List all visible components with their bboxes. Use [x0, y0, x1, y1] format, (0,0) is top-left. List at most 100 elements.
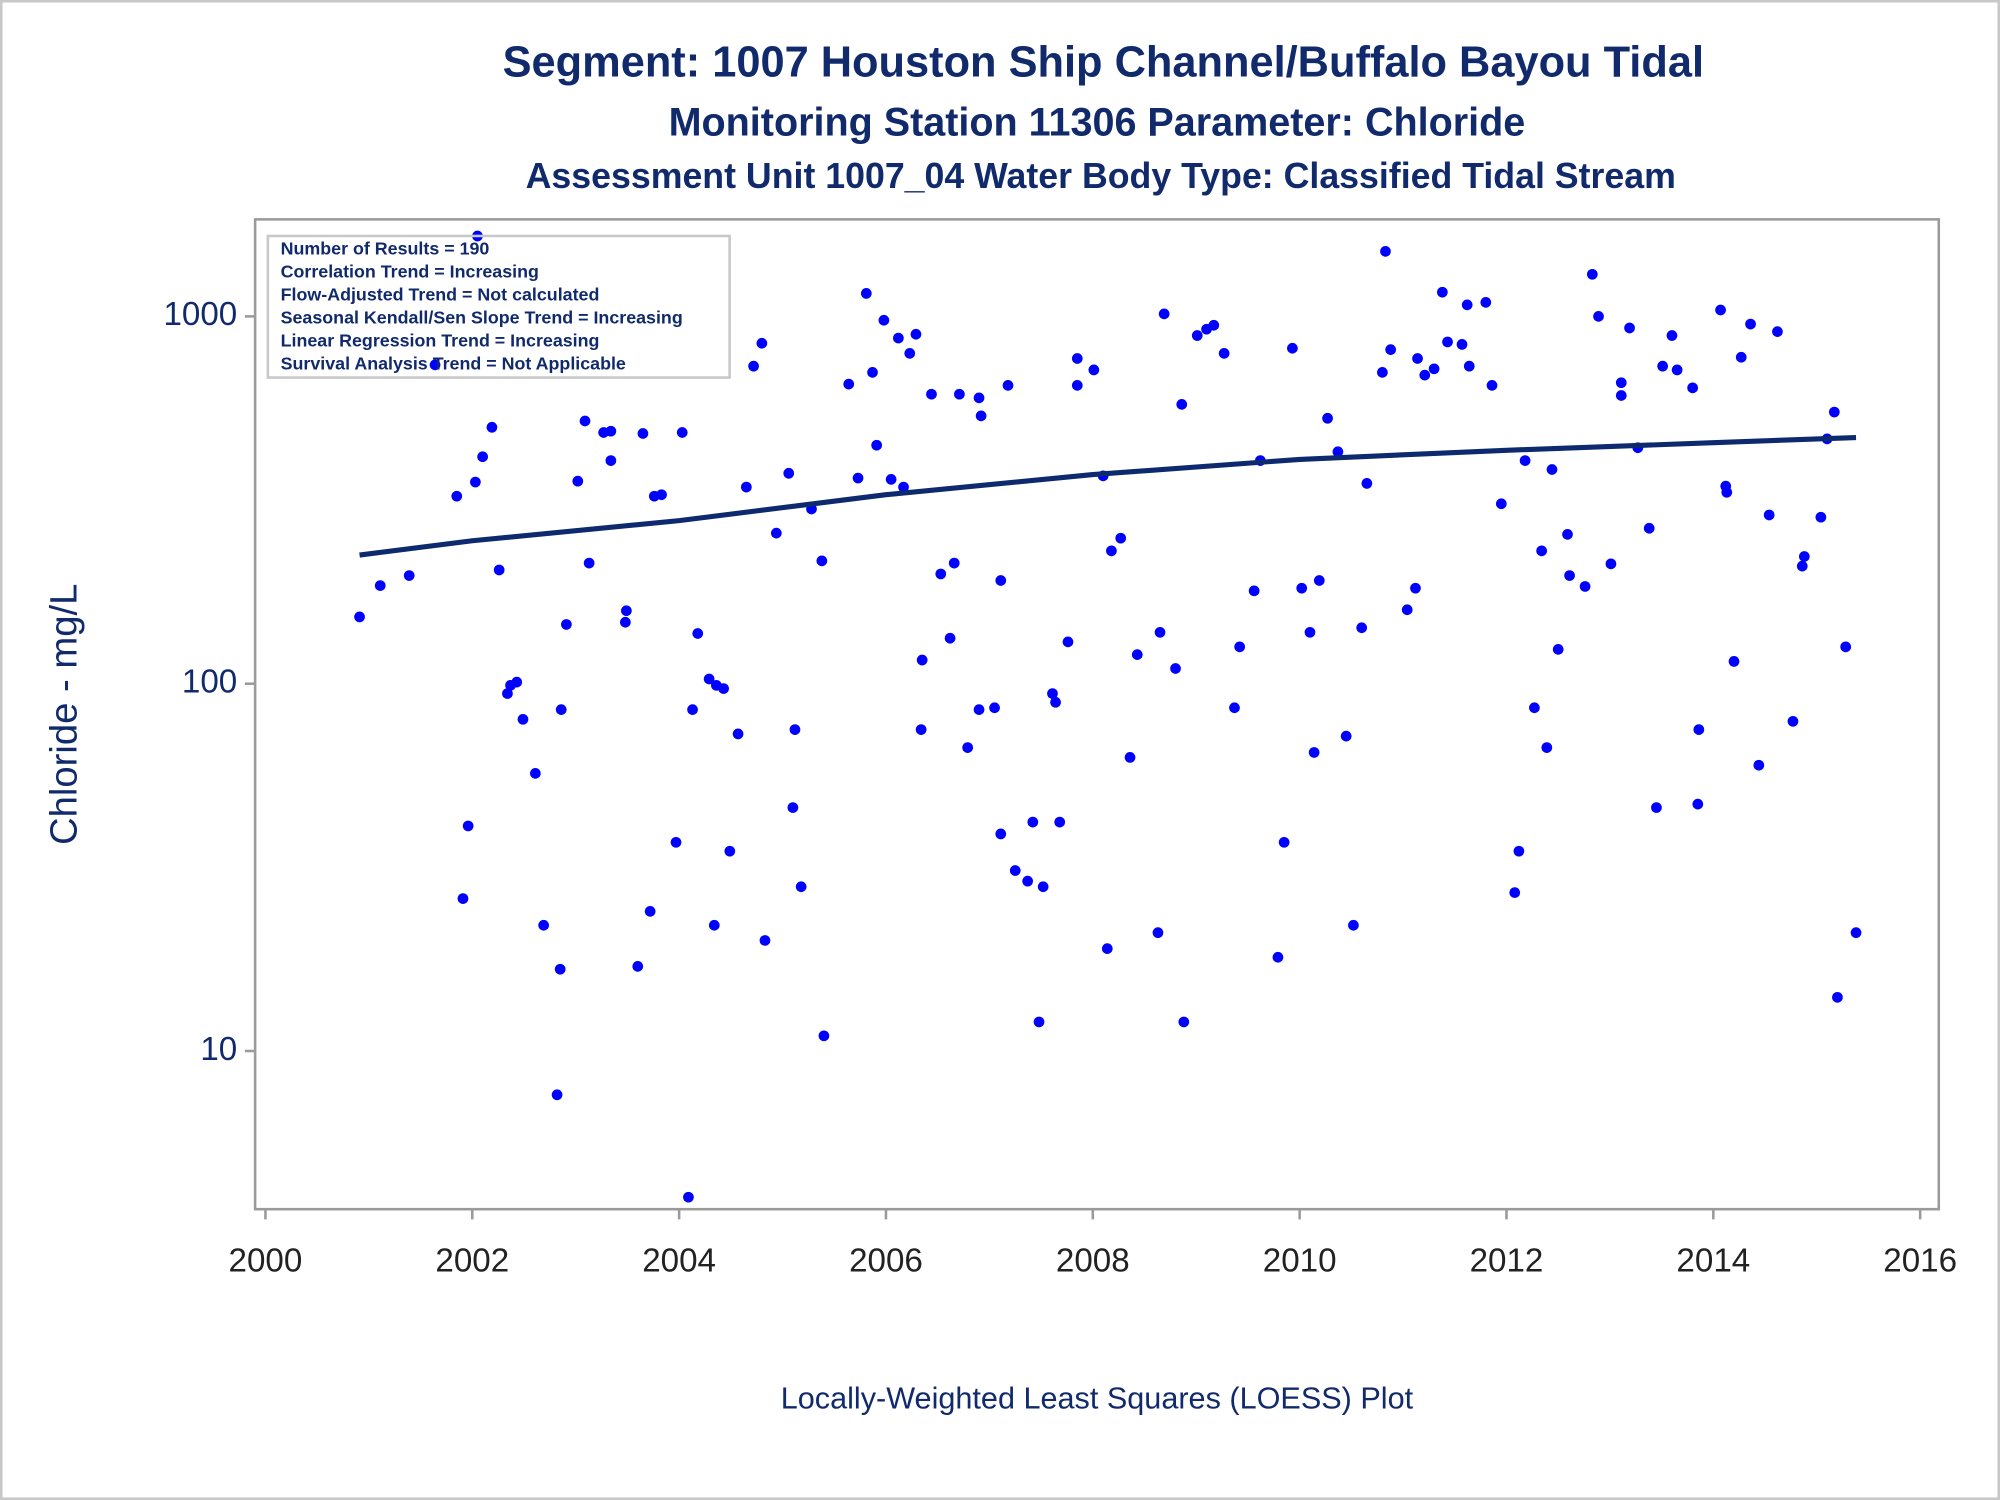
data-point [1158, 308, 1170, 320]
data-point [1208, 319, 1220, 331]
data-point [898, 481, 909, 493]
data-point [1562, 529, 1573, 540]
annotation: Survival Analysis Trend = Not Applicable [281, 354, 626, 374]
data-point [632, 961, 644, 972]
data-point [1651, 802, 1662, 813]
data-point [1437, 286, 1448, 298]
data-point [470, 476, 481, 488]
data-point [1248, 585, 1260, 597]
data-point [1296, 582, 1308, 594]
data-point [915, 724, 927, 735]
x-tick-label: 2016 [1883, 1243, 1957, 1280]
data-point [477, 451, 488, 463]
data-point [1304, 626, 1316, 638]
data-point [583, 557, 595, 569]
data-point [1088, 364, 1100, 376]
data-point [1593, 311, 1604, 322]
data-point [926, 388, 937, 400]
data-point [1519, 455, 1531, 466]
data-point [740, 481, 752, 493]
data-point [637, 428, 649, 439]
data-point [852, 472, 864, 484]
data-point [1401, 604, 1413, 616]
data-point [1176, 399, 1188, 410]
data-point [1509, 887, 1521, 898]
data-point [1579, 581, 1591, 592]
data-point [1536, 545, 1548, 557]
data-point [1278, 836, 1290, 848]
data-point [1356, 622, 1368, 634]
data-point [885, 474, 897, 485]
annotation: Flow-Adjusted Trend = Not calculated [281, 285, 600, 305]
y-tick-label: 10 [200, 1031, 237, 1068]
data-point [975, 410, 987, 422]
data-point [1763, 509, 1775, 521]
data-point [1753, 759, 1765, 771]
y-tick-label: 100 [182, 663, 237, 700]
data-point [403, 570, 415, 581]
data-point [1218, 348, 1230, 359]
data-point [1027, 816, 1039, 828]
data-point [1308, 747, 1320, 758]
data-point [1229, 702, 1240, 714]
data-point [511, 676, 523, 688]
data-point [1666, 330, 1678, 341]
x-tick-label: 2008 [1056, 1243, 1130, 1280]
data-point [916, 654, 928, 666]
data-point [1272, 951, 1284, 963]
data-point [1071, 353, 1083, 364]
data-point [1062, 636, 1074, 648]
plot-frame [253, 218, 1941, 1211]
data-point [354, 611, 365, 623]
data-point [818, 1030, 830, 1042]
x-tick-label: 2012 [1470, 1243, 1544, 1280]
data-point [1850, 927, 1862, 939]
data-point [910, 328, 922, 340]
data-point [1419, 369, 1431, 381]
data-point [1442, 336, 1453, 348]
annotation: Linear Regression Trend = Increasing [281, 331, 600, 351]
data-point [1486, 380, 1498, 391]
data-point [703, 673, 715, 685]
data-point [1124, 752, 1136, 763]
data-point [457, 893, 469, 904]
data-point [871, 439, 883, 451]
y-tick-label: 1000 [163, 296, 237, 333]
data-point [759, 935, 771, 946]
data-point [1586, 268, 1598, 280]
data-point [995, 575, 1007, 586]
data-point [787, 802, 799, 813]
chart-subtitle: Assessment Unit 1007_04 Water Body Type:… [526, 156, 1676, 196]
data-point [962, 742, 974, 753]
data-point [795, 881, 807, 893]
data-point [1735, 351, 1747, 363]
data-point [1787, 715, 1799, 727]
data-point [1340, 730, 1352, 742]
data-point [954, 388, 965, 400]
data-point [1715, 304, 1726, 316]
data-point [1745, 318, 1756, 330]
data-point [1832, 991, 1843, 1003]
data-point [1541, 742, 1553, 753]
data-point [789, 724, 801, 735]
annotation: Number of Results = 190 [281, 239, 490, 259]
data-point [1687, 382, 1698, 394]
annotations: Number of Results = 190 Correlation Trend… [281, 239, 683, 374]
data-point [860, 288, 872, 299]
annotation: Correlation Trend = Increasing [281, 262, 539, 282]
data-point [1047, 688, 1058, 699]
data-point [1495, 498, 1507, 510]
data-point [1178, 1016, 1190, 1028]
data-point [621, 605, 632, 617]
data-point [708, 919, 720, 931]
data-point [1071, 380, 1083, 391]
data-point [1529, 702, 1540, 714]
data-point [1131, 649, 1143, 660]
data-point [1671, 364, 1683, 376]
data-point [935, 568, 947, 580]
data-point [1322, 412, 1333, 424]
data-point [619, 616, 631, 628]
